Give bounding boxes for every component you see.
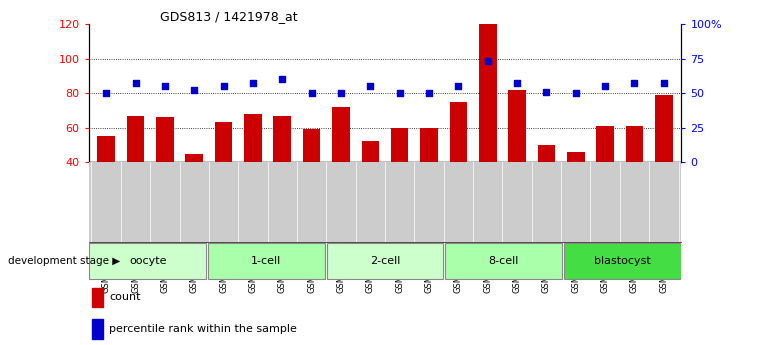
Bar — [244, 114, 262, 231]
Bar — [92, 319, 103, 339]
Text: 1-cell: 1-cell — [251, 256, 282, 266]
Bar — [655, 95, 673, 231]
Point — [628, 81, 641, 86]
Point — [159, 83, 171, 89]
Point — [658, 81, 670, 86]
Point — [306, 90, 318, 96]
Bar — [420, 128, 438, 231]
Text: GDS813 / 1421978_at: GDS813 / 1421978_at — [159, 10, 297, 23]
Bar — [97, 136, 115, 231]
Point — [129, 81, 142, 86]
Bar — [391, 128, 408, 231]
Bar — [567, 152, 584, 231]
Text: oocyte: oocyte — [129, 256, 166, 266]
Point — [511, 81, 524, 86]
Point — [541, 89, 553, 95]
Point — [217, 83, 229, 89]
Bar — [479, 24, 497, 231]
Point — [481, 59, 494, 64]
Point — [570, 90, 582, 96]
Bar — [127, 116, 144, 231]
Point — [188, 88, 200, 93]
Bar — [450, 102, 467, 231]
Text: blastocyst: blastocyst — [594, 256, 651, 266]
FancyBboxPatch shape — [564, 244, 681, 279]
FancyBboxPatch shape — [89, 244, 206, 279]
Text: count: count — [109, 292, 141, 302]
Point — [246, 81, 259, 86]
Bar — [303, 129, 320, 231]
Bar — [215, 122, 233, 231]
Bar — [92, 288, 103, 307]
Bar — [332, 107, 350, 231]
Point — [364, 83, 377, 89]
Text: development stage ▶: development stage ▶ — [8, 256, 120, 266]
Point — [452, 83, 464, 89]
Bar — [508, 90, 526, 231]
Text: 2-cell: 2-cell — [370, 256, 400, 266]
Bar — [186, 154, 203, 231]
Point — [335, 90, 347, 96]
Text: percentile rank within the sample: percentile rank within the sample — [109, 324, 297, 334]
Text: 8-cell: 8-cell — [488, 256, 519, 266]
FancyBboxPatch shape — [326, 244, 444, 279]
Point — [276, 77, 289, 82]
Bar — [273, 116, 291, 231]
Bar — [362, 141, 379, 231]
Bar — [156, 117, 174, 231]
Point — [100, 90, 112, 96]
Point — [393, 90, 406, 96]
Point — [599, 83, 611, 89]
Bar — [537, 145, 555, 231]
Bar — [626, 126, 643, 231]
FancyBboxPatch shape — [208, 244, 325, 279]
Point — [423, 90, 435, 96]
FancyBboxPatch shape — [445, 244, 562, 279]
Bar — [596, 126, 614, 231]
